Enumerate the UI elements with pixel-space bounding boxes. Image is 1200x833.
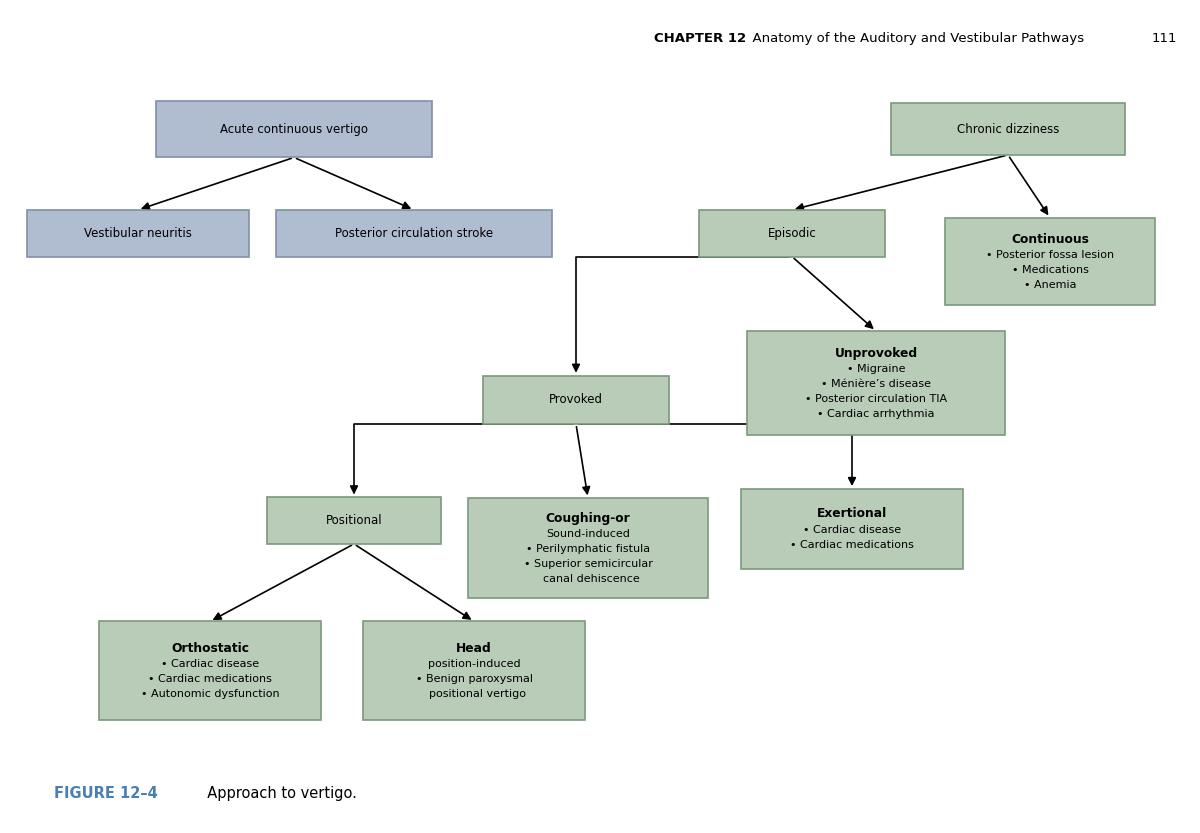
Text: Posterior circulation stroke: Posterior circulation stroke <box>335 227 493 240</box>
Text: 111: 111 <box>1152 32 1177 45</box>
Text: Coughing-or: Coughing-or <box>546 511 630 525</box>
Text: position-induced: position-induced <box>427 659 521 669</box>
Text: Positional: Positional <box>325 514 383 527</box>
FancyBboxPatch shape <box>946 217 1154 306</box>
Text: Anatomy of the Auditory and Vestibular Pathways: Anatomy of the Auditory and Vestibular P… <box>744 32 1084 45</box>
Text: Approach to vertigo.: Approach to vertigo. <box>198 786 356 801</box>
Text: Exertional: Exertional <box>817 507 887 521</box>
Text: Unprovoked: Unprovoked <box>834 347 918 360</box>
Text: FIGURE 12–4: FIGURE 12–4 <box>54 786 157 801</box>
Text: • Superior semicircular: • Superior semicircular <box>523 559 653 569</box>
Text: • Perilymphatic fistula: • Perilymphatic fistula <box>526 544 650 554</box>
Text: • Cardiac medications: • Cardiac medications <box>148 674 272 684</box>
Text: • Cardiac medications: • Cardiac medications <box>790 540 914 550</box>
Text: Provoked: Provoked <box>550 393 604 407</box>
Text: canal dehiscence: canal dehiscence <box>536 574 640 584</box>
Text: Orthostatic: Orthostatic <box>172 641 250 655</box>
FancyBboxPatch shape <box>276 210 552 257</box>
Text: Acute continuous vertigo: Acute continuous vertigo <box>220 122 368 136</box>
Text: • Posterior circulation TIA: • Posterior circulation TIA <box>805 394 947 404</box>
Text: Chronic dizziness: Chronic dizziness <box>956 122 1060 136</box>
Text: • Cardiac disease: • Cardiac disease <box>803 525 901 535</box>
Text: Sound-induced: Sound-induced <box>546 529 630 539</box>
Text: Continuous: Continuous <box>1012 232 1088 246</box>
Text: • Posterior fossa lesion: • Posterior fossa lesion <box>986 250 1114 260</box>
FancyBboxPatch shape <box>698 210 886 257</box>
FancyBboxPatch shape <box>28 210 250 257</box>
Text: Episodic: Episodic <box>768 227 816 240</box>
FancyBboxPatch shape <box>266 497 442 544</box>
FancyBboxPatch shape <box>98 621 320 720</box>
Text: • Anemia: • Anemia <box>1024 280 1076 290</box>
Text: CHAPTER 12: CHAPTER 12 <box>654 32 746 45</box>
FancyBboxPatch shape <box>482 376 670 424</box>
FancyBboxPatch shape <box>364 621 586 720</box>
FancyBboxPatch shape <box>468 498 708 598</box>
Text: Vestibular neuritis: Vestibular neuritis <box>84 227 192 240</box>
Text: Head: Head <box>456 641 492 655</box>
Text: • Cardiac arrhythmia: • Cardiac arrhythmia <box>817 409 935 419</box>
Text: • Medications: • Medications <box>1012 265 1088 275</box>
FancyBboxPatch shape <box>740 489 964 569</box>
FancyBboxPatch shape <box>890 103 1126 155</box>
FancyBboxPatch shape <box>746 331 1004 435</box>
Text: • Autonomic dysfunction: • Autonomic dysfunction <box>140 689 280 699</box>
FancyBboxPatch shape <box>156 101 432 157</box>
Text: • Cardiac disease: • Cardiac disease <box>161 659 259 669</box>
Text: • Migraine: • Migraine <box>847 364 905 374</box>
Text: positional vertigo: positional vertigo <box>422 689 526 699</box>
Text: • Benign paroxysmal: • Benign paroxysmal <box>415 674 533 684</box>
Text: • Ménière’s disease: • Ménière’s disease <box>821 379 931 389</box>
